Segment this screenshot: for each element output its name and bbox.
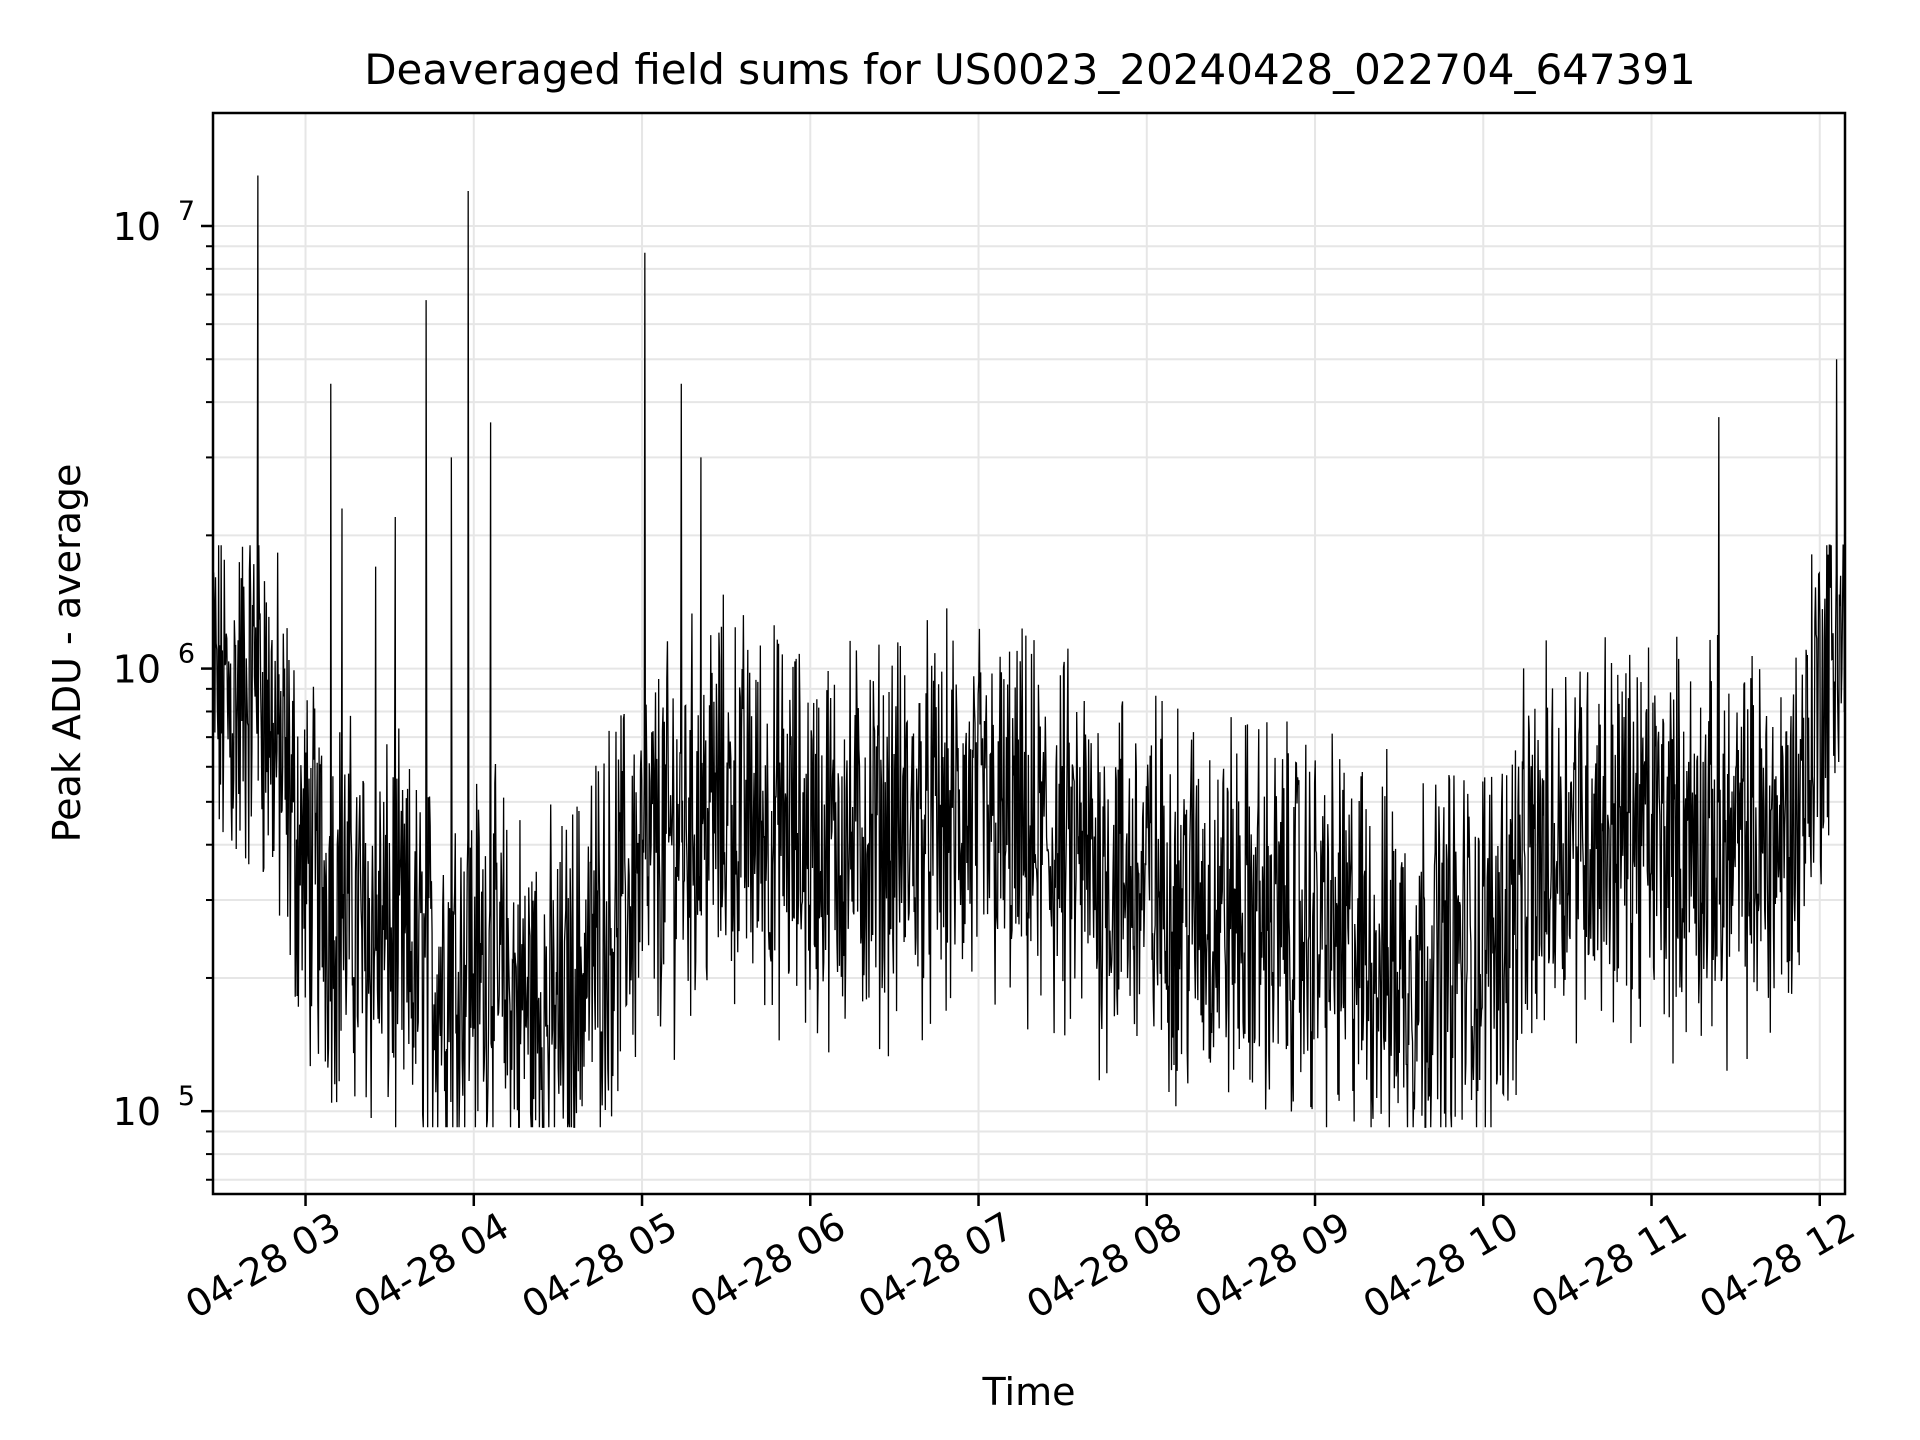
y-tick-base: 10 [113,1090,161,1134]
series-layer [212,175,1846,1128]
y-tick-exponent: 6 [178,639,195,670]
x-axis-label: Time [982,1370,1076,1414]
y-tick-exponent: 7 [178,196,195,227]
y-tick-base: 10 [113,205,161,249]
y-tick-label: 10 [113,1090,161,1134]
y-axis-label: Peak ADU - average [45,464,89,843]
series-line [212,175,1846,1128]
y-axis: 10 5 10 6 10 7 [113,196,213,1181]
y-tick-base: 10 [113,648,161,692]
y-tick-label: 10 [113,648,161,692]
plot-frame [211,111,1847,1196]
chart-title: Deaveraged field sums for US0023_2024042… [364,45,1696,94]
y-tick-exponent: 5 [178,1081,195,1112]
y-tick-label: 10 [113,205,161,249]
